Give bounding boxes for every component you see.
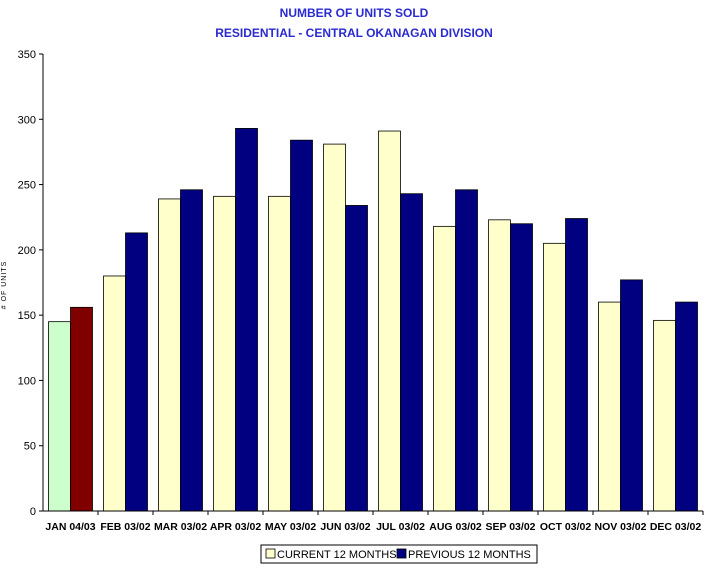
x-tick-label: JUL 03/02 [376,521,425,533]
bar-previous [510,223,533,512]
bar-current [158,198,181,512]
y-tick-label: 100 [18,375,36,387]
bar-current [378,130,401,512]
y-tick-label: 350 [18,49,36,61]
bar-current [103,275,126,512]
x-tick-label: OCT 03/02 [540,521,592,533]
bar-current [488,219,511,512]
bar-previous [565,218,588,512]
bar-current [598,301,621,512]
x-tick-label: AUG 03/02 [429,521,482,533]
legend-swatch-current [265,548,276,559]
bar-previous [180,189,203,512]
bar-previous [345,205,368,512]
legend: CURRENT 12 MONTHS PREVIOUS 12 MONTHS [260,544,538,564]
bar-previous [620,279,643,512]
x-tick-label: JAN 04/03 [45,521,95,533]
x-tick-label: DEC 03/02 [650,521,702,533]
x-tick-label: MAR 03/02 [154,521,207,533]
y-axis-label: # OF UNITS [1,261,8,310]
y-tick-label: 200 [18,245,36,257]
bar-previous [675,301,698,512]
legend-label-current: CURRENT 12 MONTHS [277,549,397,561]
y-tick-label: 150 [18,310,36,322]
chart-title: NUMBER OF UNITS SOLD [280,6,429,20]
x-tick-label: JUN 03/02 [320,521,370,533]
legend-swatch-previous [396,548,407,559]
bar-current [323,143,346,512]
bar-previous [235,128,258,512]
chart-subtitle: RESIDENTIAL - CENTRAL OKANAGAN DIVISION [215,26,493,40]
x-axis-labels: JAN 04/03 FEB 03/02 MAR 03/02 APR 03/02 MAY … [45,511,704,533]
bar-previous [125,232,148,512]
y-tick-label: 0 [30,506,36,518]
x-tick-label: NOV 03/02 [595,521,647,533]
y-tick-label: 300 [18,114,36,126]
y-tick-label: 50 [24,441,36,453]
bar-previous [400,193,423,512]
bar-current [213,195,236,512]
x-tick-label: MAY 03/02 [265,521,317,533]
bars [48,128,698,512]
legend-label-previous: PREVIOUS 12 MONTHS [408,549,531,561]
bar-previous [70,306,93,512]
bar-current [653,319,676,512]
x-tick-label: APR 03/02 [210,521,262,533]
y-axis: 0 50 100 150 200 250 300 350 [18,49,43,518]
y-tick-label: 250 [18,180,36,192]
bar-current [433,225,456,512]
bar-previous [455,189,478,512]
bar-current [268,195,291,512]
x-tick-label: FEB 03/02 [100,521,150,533]
bar-previous [290,139,313,512]
x-tick-label: SEP 03/02 [485,521,535,533]
bar-current [48,321,71,512]
bar-current [543,242,566,512]
